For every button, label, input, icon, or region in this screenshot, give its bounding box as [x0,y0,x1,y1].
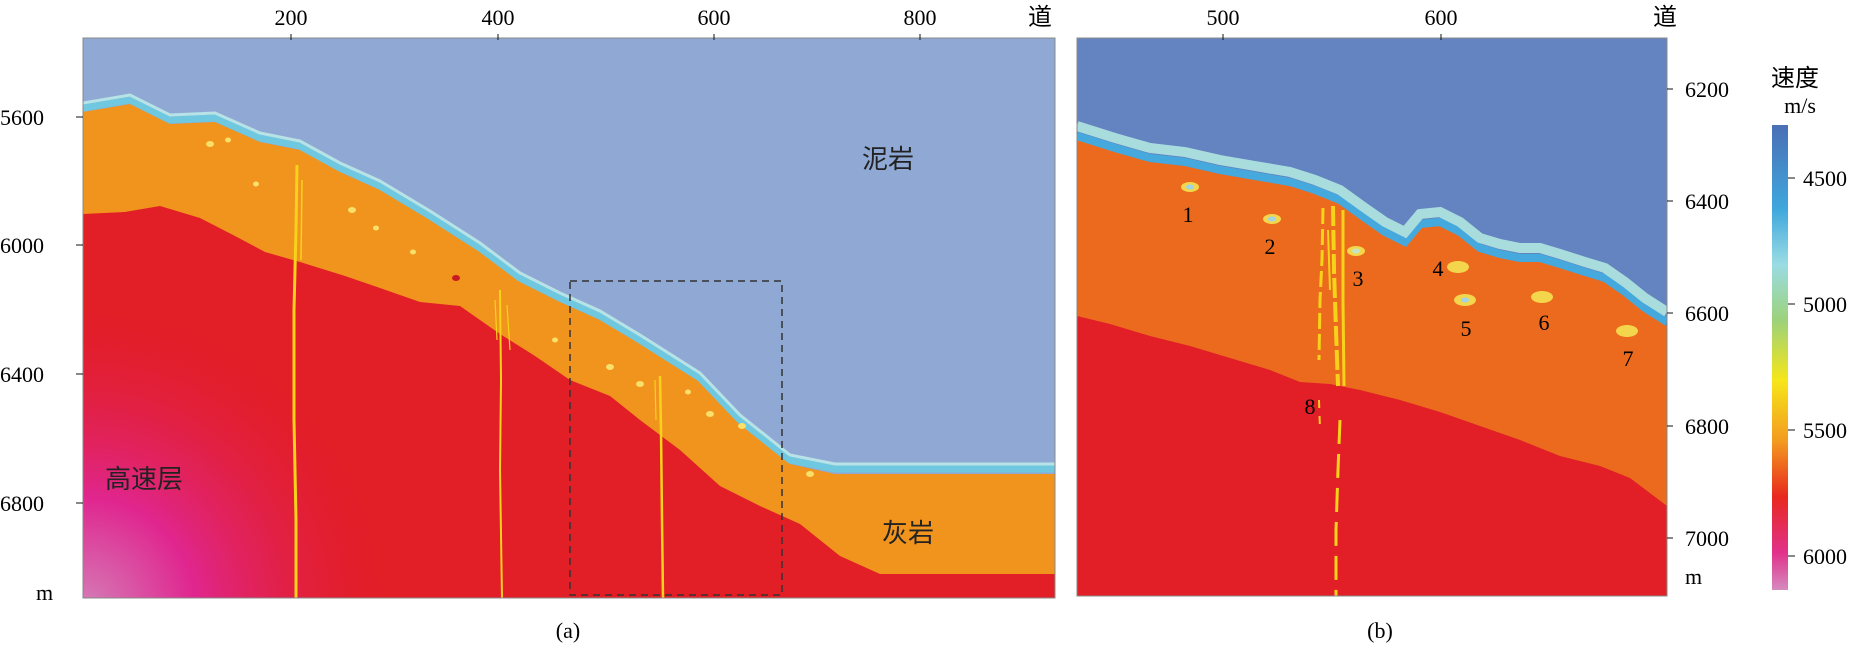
left-tick-5600: 5600 [0,105,44,130]
high-velocity-layer-b [1077,316,1667,596]
right-unit-m: m [1685,564,1702,589]
right-tick-6600: 6600 [1685,301,1729,326]
panel-a: 200 400 600 800 道 5600 6000 6400 6800 m … [0,4,1056,643]
panel-b-right-axis: 6200 6400 6600 6800 7000 m [1667,77,1729,589]
colorbar-unit: m/s [1784,93,1816,118]
panel-b-markers: 1 2 3 4 5 6 7 8 [1183,202,1634,419]
top-tick-500: 500 [1207,5,1240,30]
panel-b-top-axis: 500 600 道 [1207,4,1677,40]
top-unit-trace-b: 道 [1653,4,1677,31]
zoom-box [569,280,783,596]
colorbar-tick-5000: 5000 [1803,292,1847,317]
vein-group-b [1317,205,1346,596]
colorbar-tick-5500: 5500 [1803,418,1847,443]
panel-a-left-axis: 5600 6000 6400 6800 m [0,105,83,605]
cyan-band-b [1077,132,1667,326]
panel-a-frame [82,37,1056,599]
marker-2: 2 [1265,234,1276,259]
marker-3: 3 [1353,266,1364,291]
red-spot [452,275,460,281]
inclusions-a [206,137,814,477]
label-high-velocity: 高速层 [105,465,183,494]
top-tick-400: 400 [482,5,515,30]
right-tick-6400: 6400 [1685,189,1729,214]
left-tick-6800: 6800 [0,491,44,516]
marker-7: 7 [1623,346,1634,371]
panel-b-frame [1076,37,1668,597]
marker-6: 6 [1539,310,1550,335]
marker-4: 4 [1433,256,1444,281]
top-tick-200: 200 [275,5,308,30]
top-unit-trace: 道 [1028,4,1052,31]
velocity-colorbar: 速度 m/s 4500 5000 5500 6000 [1771,65,1847,590]
marker-5: 5 [1461,316,1472,341]
left-unit-m: m [36,580,53,605]
pale-band-b [1077,121,1667,317]
panel-b-model [1077,38,1667,596]
right-tick-6200: 6200 [1685,77,1729,102]
marker-8: 8 [1305,394,1316,419]
right-tick-6800: 6800 [1685,414,1729,439]
colorbar-tick-6000: 6000 [1803,544,1847,569]
colorbar-gradient [1772,125,1788,590]
marker-1: 1 [1183,202,1194,227]
caption-a: (a) [556,618,580,643]
panel-b: 1 2 3 4 5 6 7 8 500 600 道 6200 6400 6600 [1076,4,1729,643]
inclusions-b [1181,182,1638,337]
vein-group-a [292,164,665,598]
top-tick-600: 600 [698,5,731,30]
left-tick-6000: 6000 [0,233,44,258]
left-tick-6400: 6400 [0,362,44,387]
label-limestone: 灰岩 [882,519,934,548]
colorbar-tick-4500: 4500 [1803,166,1847,191]
top-tick-600-b: 600 [1425,5,1458,30]
caption-b: (b) [1367,618,1393,643]
pale-band [83,93,1055,466]
label-mudstone: 泥岩 [862,145,914,174]
panel-a-model [83,38,1055,598]
right-tick-7000: 7000 [1685,526,1729,551]
top-tick-800: 800 [904,5,937,30]
magenta-zone [83,290,403,598]
cyan-band [83,96,1055,473]
panel-a-top-axis: 200 400 600 800 道 [275,4,1052,40]
colorbar-title: 速度 [1771,65,1819,92]
